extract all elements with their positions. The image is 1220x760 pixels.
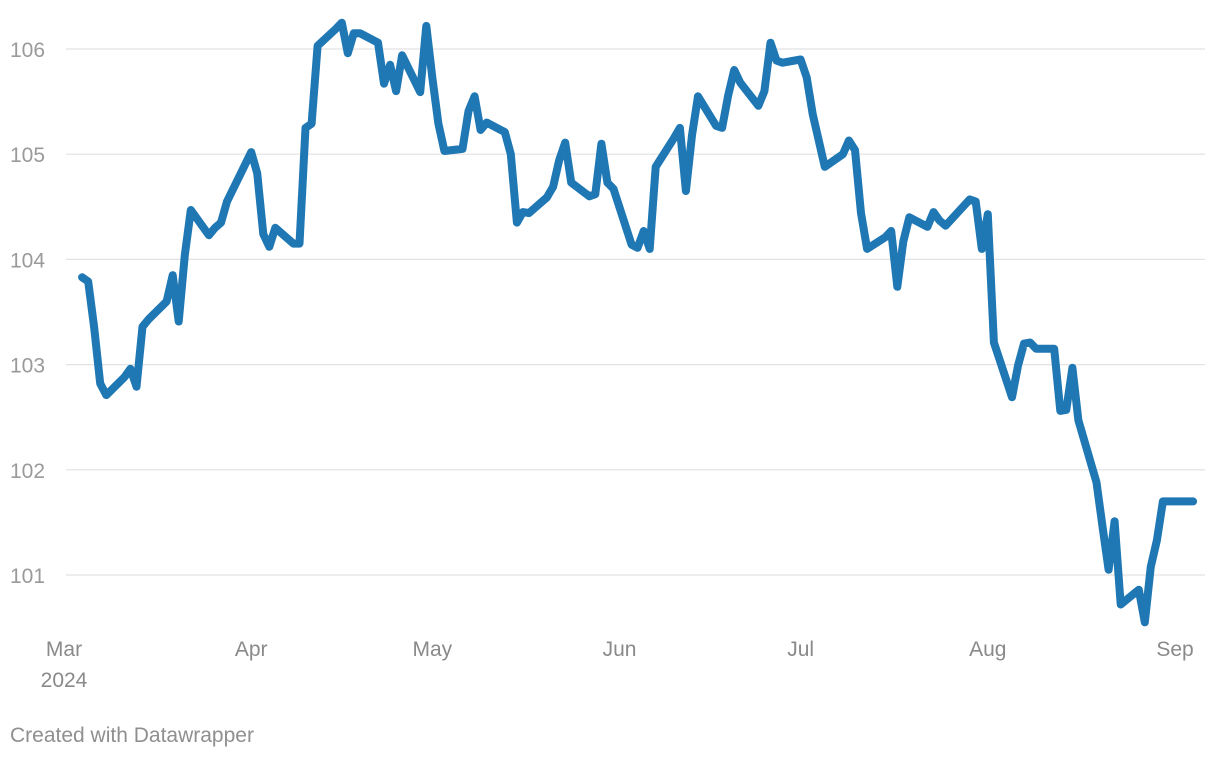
y-tick-label: 106 [10,39,45,62]
x-tick-label: Jun [603,638,637,661]
y-tick-label: 102 [10,460,45,483]
x-tick-label: Apr [235,638,268,661]
y-tick-label: 105 [10,144,45,167]
series-layer [78,18,1198,627]
series-line-0 [78,18,1198,627]
y-tick-label: 103 [10,355,45,378]
y-tick-label: 101 [10,565,45,588]
x-tick-sublabel: 2024 [41,669,88,692]
x-tick-label: Sep [1156,638,1193,661]
x-tick-label: May [412,638,452,661]
x-tick-label: Jul [787,638,814,661]
x-tick-label: Mar [46,638,82,661]
credit-text: Created with Datawrapper [10,724,254,747]
y-tick-label: 104 [10,249,45,272]
line-chart: 101 102 103 104 105 106 Mar 2024 Apr May Jun Jul Au… [10,18,1205,692]
x-axis: Mar 2024 Apr May Jun Jul Aug Sep [41,638,1194,692]
x-tick-label: Aug [969,638,1006,661]
gridlines [66,48,1205,576]
y-axis: 101 102 103 104 105 106 [10,39,45,588]
